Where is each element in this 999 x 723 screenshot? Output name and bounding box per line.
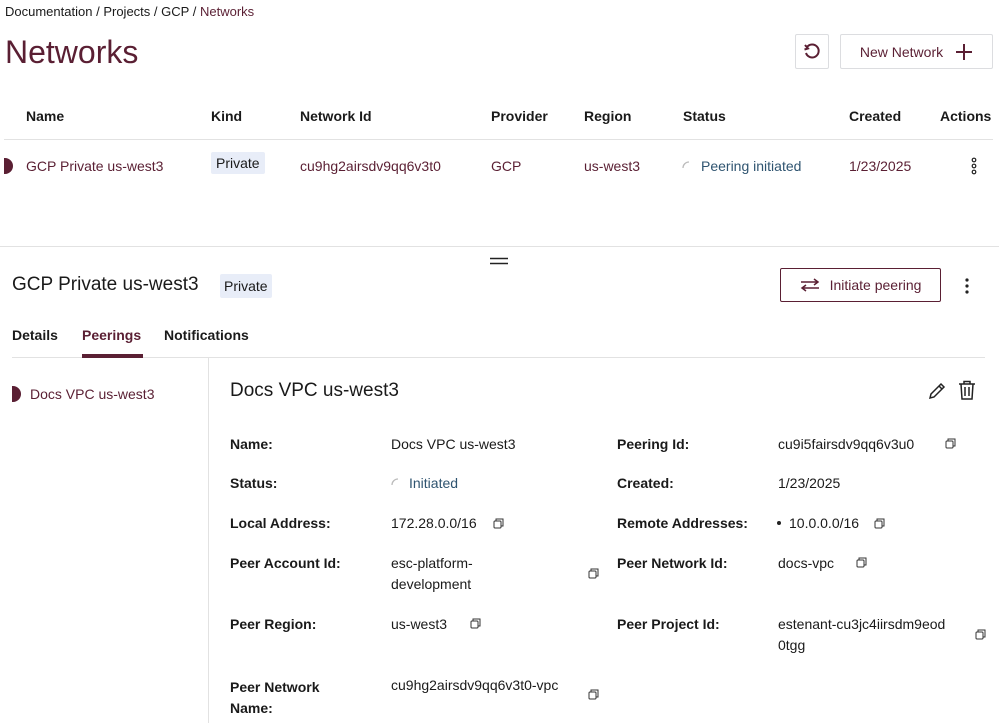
field-label: Created:: [617, 475, 674, 491]
selected-indicator-icon: [12, 386, 21, 402]
new-network-button[interactable]: New Network: [840, 34, 993, 69]
row-provider: GCP: [491, 158, 522, 174]
copy-icon[interactable]: [975, 629, 986, 640]
field-status-value: Initiated: [409, 475, 459, 491]
field-peer-account-value: esc-platform-development: [391, 555, 473, 592]
column-header-created[interactable]: Created: [849, 108, 902, 124]
copy-icon[interactable]: [588, 689, 599, 700]
page-title: Networks: [5, 34, 139, 70]
field-peering-id-value: cu9i5fairsdv9qq6v3u0: [778, 436, 915, 452]
column-header-provider[interactable]: Provider: [491, 108, 548, 124]
divider: [4, 139, 993, 140]
selected-indicator-icon: [4, 158, 13, 174]
detail-kind-badge: Private: [220, 274, 272, 298]
plus-icon: [956, 43, 973, 60]
pane-divider[interactable]: [0, 246, 999, 247]
breadcrumb-item[interactable]: Documentation: [5, 4, 93, 19]
column-header-network-id[interactable]: Network Id: [300, 108, 372, 124]
field-local-address-value: 172.28.0.0/16: [391, 515, 477, 531]
spinner-icon: [682, 161, 690, 169]
field-label: Remote Addresses:: [617, 515, 748, 531]
breadcrumb: Documentation / Projects / GCP / Network…: [5, 4, 254, 19]
field-name-value: Docs VPC us-west3: [391, 436, 516, 452]
tab-details[interactable]: Details: [12, 327, 58, 343]
field-peer-network-id-value: docs-vpc: [778, 555, 835, 571]
field-label: Peer Region:: [230, 616, 317, 632]
copy-icon[interactable]: [874, 518, 885, 529]
kind-badge: Private: [211, 152, 265, 174]
new-network-label: New Network: [859, 43, 944, 60]
tabs-divider: [12, 357, 985, 358]
row-name[interactable]: GCP Private us-west3: [26, 158, 164, 174]
copy-icon[interactable]: [493, 518, 504, 529]
field-label: Peer Network Name:: [230, 679, 320, 716]
field-remote-addresses-value: 10.0.0.0/16: [789, 515, 860, 531]
column-header-kind[interactable]: Kind: [211, 108, 243, 124]
initiate-peering-button[interactable]: Initiate peering: [780, 268, 941, 302]
field-label: Name:: [230, 436, 273, 452]
row-region: us-west3: [584, 158, 641, 174]
active-tab-indicator: [82, 354, 143, 358]
copy-icon[interactable]: [588, 568, 599, 579]
swap-arrows-icon: [800, 278, 819, 292]
column-header-name[interactable]: Name: [26, 108, 65, 124]
edit-pencil-icon[interactable]: [928, 381, 947, 400]
field-label: Peering Id:: [617, 436, 690, 452]
field-peer-region-value: us-west3: [391, 616, 448, 632]
breadcrumb-item[interactable]: GCP: [161, 4, 190, 19]
peering-title: Docs VPC us-west3: [230, 380, 399, 401]
peering-name[interactable]: Docs VPC us-west3: [30, 386, 155, 402]
row-created: 1/23/2025: [849, 158, 912, 174]
column-header-region[interactable]: Region: [584, 108, 632, 124]
trash-icon[interactable]: [958, 380, 976, 400]
field-peer-project-id-value: estenant-cu3jc4iirsdm9eod0tgg: [778, 616, 946, 653]
more-vertical-icon[interactable]: [963, 277, 971, 295]
drag-handle-icon[interactable]: [490, 257, 508, 265]
refresh-icon: [804, 42, 820, 58]
field-label: Status:: [230, 475, 278, 491]
refresh-button[interactable]: [795, 34, 829, 69]
field-label: Peer Project Id:: [617, 616, 720, 632]
breadcrumb-current: Networks: [199, 4, 255, 19]
field-label: Peer Account Id:: [230, 555, 341, 571]
bullet-icon: [777, 521, 781, 525]
breadcrumb-sep: /: [192, 4, 197, 19]
breadcrumb-sep: /: [96, 4, 100, 19]
copy-icon[interactable]: [470, 618, 481, 629]
field-created-value: 1/23/2025: [778, 475, 841, 491]
detail-title: GCP Private us-west3: [12, 274, 199, 295]
tab-notifications[interactable]: Notifications: [164, 327, 249, 343]
copy-icon[interactable]: [945, 438, 956, 449]
breadcrumb-sep: /: [153, 4, 158, 19]
column-header-status[interactable]: Status: [683, 108, 726, 124]
vertical-divider: [208, 358, 209, 723]
field-label: Local Address:: [230, 515, 331, 531]
field-label: Peer Network Id:: [617, 555, 728, 571]
tab-peerings[interactable]: Peerings: [82, 327, 142, 343]
copy-icon[interactable]: [856, 557, 867, 568]
row-network-id: cu9hg2airsdv9qq6v3t0: [300, 158, 441, 174]
initiate-peering-label: Initiate peering: [829, 277, 922, 293]
row-status: Peering initiated: [701, 158, 802, 174]
field-peer-network-name-value: cu9hg2airsdv9qq6v3t0-vpc: [391, 677, 559, 693]
column-header-actions: Actions: [940, 108, 992, 124]
breadcrumb-item[interactable]: Projects: [103, 4, 151, 19]
more-vertical-icon[interactable]: [970, 157, 978, 175]
spinner-icon: [391, 478, 399, 486]
